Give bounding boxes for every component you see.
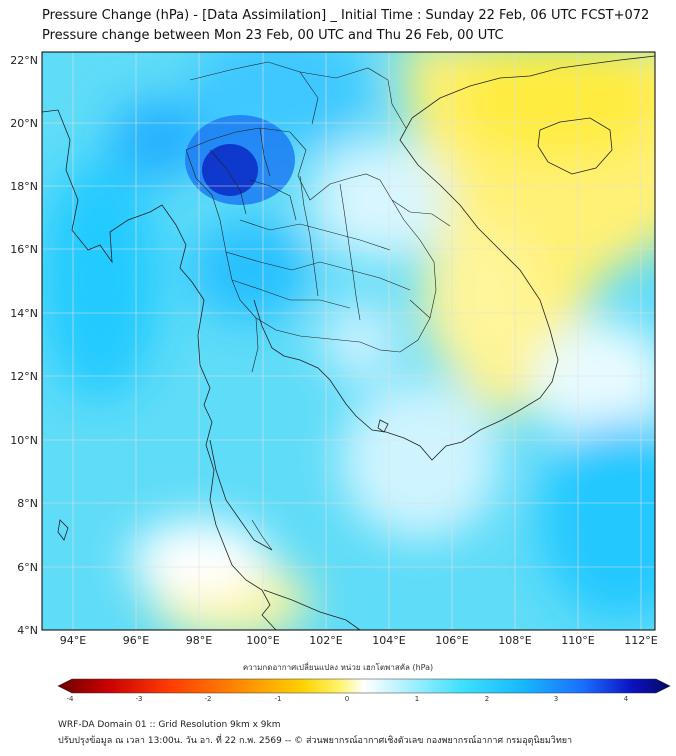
lon-label: 102°E	[309, 634, 342, 647]
lat-label: 20°N	[10, 117, 38, 130]
colorbar-tick: -4	[67, 695, 75, 703]
lon-label: 106°E	[435, 634, 468, 647]
colorbar-tick: 0	[345, 695, 349, 703]
lat-label: 14°N	[10, 307, 38, 320]
colorbar-tick: -3	[136, 695, 143, 703]
lat-label: 18°N	[10, 180, 38, 193]
footer-resolution: WRF-DA Domain 01 :: Grid Resolution 9km …	[58, 720, 281, 730]
lon-label: 110°E	[561, 634, 594, 647]
map-title: Pressure Change (hPa) - [Data Assimilati…	[42, 8, 650, 23]
latitude-labels: 22°N 20°N 18°N 16°N 14°N 12°N 10°N 8°N 6…	[10, 54, 38, 637]
colorbar-tick: 2	[485, 695, 489, 703]
colorbar-tick: 1	[415, 695, 419, 703]
colorbar-tick: -1	[275, 695, 282, 703]
colorbar-tick: 4	[624, 695, 629, 703]
lat-label: 12°N	[10, 370, 38, 383]
colorbar-tick: 3	[554, 695, 558, 703]
lat-label: 6°N	[17, 561, 38, 574]
lat-label: 8°N	[17, 497, 38, 510]
footer-credit: ปรับปรุงข้อมูล ณ เวลา 13:00น. วัน อา. ที…	[58, 736, 573, 746]
colorbar: -4 -3 -2 -1 0 1 2 3 4	[57, 678, 671, 703]
lon-label: 108°E	[498, 634, 531, 647]
pressure-field	[42, 52, 655, 630]
longitude-labels: 94°E 96°E 98°E 100°E 102°E 104°E 106°E 1…	[60, 634, 658, 647]
map-subtitle: Pressure change between Mon 23 Feb, 00 U…	[42, 28, 504, 43]
colorbar-title: ความกดอากาศเปลี่ยนแปลง หน่วย เฮกโตพาสคัล…	[242, 663, 434, 672]
colorbar-tick: -2	[205, 695, 212, 703]
lat-label: 10°N	[10, 434, 38, 447]
lon-label: 98°E	[186, 634, 212, 647]
coastlines	[42, 55, 655, 630]
lon-label: 104°E	[372, 634, 405, 647]
lon-label: 112°E	[624, 634, 657, 647]
lon-label: 94°E	[60, 634, 86, 647]
lat-label: 4°N	[17, 624, 38, 637]
lat-label: 22°N	[10, 54, 38, 67]
lon-label: 100°E	[246, 634, 279, 647]
lon-label: 96°E	[123, 634, 149, 647]
lat-label: 16°N	[10, 243, 38, 256]
